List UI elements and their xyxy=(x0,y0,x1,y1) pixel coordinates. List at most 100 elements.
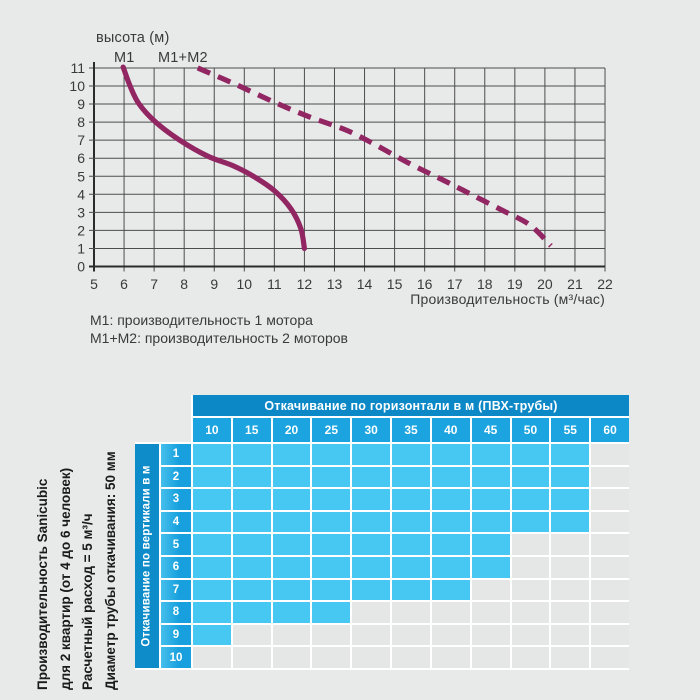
table-cell xyxy=(272,602,311,623)
table-cell xyxy=(312,444,351,465)
table-cell xyxy=(312,489,351,510)
table-row-headers: 1 2 3 4 5 6 7 8 9 10 xyxy=(161,444,191,668)
row-header: 5 xyxy=(161,534,191,555)
table-cell xyxy=(232,624,271,646)
y-tick-label: 9 xyxy=(77,96,85,112)
table-cell xyxy=(511,511,550,533)
y-tick-label: 8 xyxy=(77,114,85,130)
table-cell xyxy=(193,466,231,488)
table-cell xyxy=(193,602,231,623)
annotation-line: Диаметр трубы откачивания: 50 мм xyxy=(102,451,118,690)
table-cell xyxy=(193,557,231,578)
annotation-line: Расчетный расход = 5 м³/ч xyxy=(80,513,95,690)
table-cell xyxy=(352,557,391,578)
table-cell xyxy=(511,489,550,510)
table-cell xyxy=(312,579,351,601)
column-header: 45 xyxy=(471,418,510,442)
row-header: 8 xyxy=(161,602,191,623)
table-cell xyxy=(312,466,351,488)
x-tick-label: 18 xyxy=(477,276,493,292)
table-cell xyxy=(392,624,430,646)
table-header-title: Откачивание по горизонтали в м (ПВХ-труб… xyxy=(193,395,629,416)
table-cell xyxy=(511,602,550,623)
x-tick-label: 13 xyxy=(327,276,343,292)
table-cell xyxy=(352,624,391,646)
table-cell xyxy=(392,579,430,601)
x-tick-label: 21 xyxy=(567,276,583,292)
table-cell xyxy=(272,444,311,465)
table-cell xyxy=(352,489,391,510)
x-tick-label: 5 xyxy=(90,276,98,292)
y-tick-label: 6 xyxy=(77,150,85,166)
table-cell xyxy=(471,647,510,668)
column-header: 10 xyxy=(193,418,231,442)
table-cell xyxy=(193,444,231,465)
table-cell xyxy=(471,466,510,488)
x-tick-label: 16 xyxy=(417,276,433,292)
pump-curve-chart: 5 6 7 8 9 10 11 12 13 14 15 16 17 18 19 20 21 22012345678… xyxy=(69,60,613,292)
table-cell xyxy=(471,602,510,623)
table-cell xyxy=(431,444,470,465)
x-tick-label: 14 xyxy=(357,276,373,292)
table-cell xyxy=(551,489,590,510)
curve-m1m2 xyxy=(196,65,553,248)
row-header: 7 xyxy=(161,579,191,601)
table-cell xyxy=(232,444,271,465)
table-cell xyxy=(511,579,550,601)
table-cell xyxy=(471,557,510,578)
x-tick-label: 8 xyxy=(180,276,188,292)
table-cell xyxy=(232,602,271,623)
table-cell xyxy=(232,647,271,668)
y-tick-label: 0 xyxy=(77,259,85,275)
table-cell xyxy=(193,489,231,510)
table-cell xyxy=(551,534,590,555)
annotation-line: для 2 квартир (от 4 до 6 человек) xyxy=(57,467,73,690)
table-cell xyxy=(471,624,510,646)
table-cell xyxy=(591,624,629,646)
table-cell xyxy=(352,511,391,533)
table-cell xyxy=(551,624,590,646)
y-tick-label: 5 xyxy=(77,168,85,184)
row-header: 9 xyxy=(161,624,191,646)
x-tick-label: 11 xyxy=(267,276,282,292)
table-cell xyxy=(232,534,271,555)
x-tick-label: 17 xyxy=(447,276,463,292)
table-cell xyxy=(511,557,550,578)
table-cell xyxy=(232,557,271,578)
table-cell xyxy=(511,647,550,668)
table-cell xyxy=(312,602,351,623)
column-header: 30 xyxy=(352,418,391,442)
table-cell xyxy=(471,444,510,465)
table-cell xyxy=(232,466,271,488)
x-axis-title: Производительность (м³/час) xyxy=(410,291,605,307)
table-corner-spacer xyxy=(135,395,191,442)
table-cell xyxy=(591,511,629,533)
table-cell xyxy=(591,466,629,488)
row-axis-title: Откачивание по вертикали в м xyxy=(141,465,154,647)
table-cell xyxy=(392,534,430,555)
table-cell xyxy=(193,579,231,601)
table-cell xyxy=(392,557,430,578)
table-cell xyxy=(591,647,629,668)
table-cell xyxy=(352,466,391,488)
row-header: 10 xyxy=(161,647,191,668)
table-cell xyxy=(591,557,629,578)
table-cell xyxy=(352,579,391,601)
y-tick-label: 1 xyxy=(77,240,85,256)
curve-label-m1: M1 xyxy=(114,50,135,66)
table-cell xyxy=(312,534,351,555)
column-header: 15 xyxy=(232,418,271,442)
table-cell xyxy=(591,602,629,623)
table-cell xyxy=(193,511,231,533)
column-header: 20 xyxy=(272,418,311,442)
column-header: 40 xyxy=(431,418,470,442)
table-cell xyxy=(193,624,231,646)
table-cell xyxy=(591,534,629,555)
table-annotation: Производительность Sanicubic для 2 кварти… xyxy=(32,380,128,690)
x-tick-label: 20 xyxy=(537,276,553,292)
table-cell xyxy=(551,647,590,668)
column-header: 55 xyxy=(551,418,590,442)
table-cell xyxy=(591,489,629,510)
table-cell xyxy=(352,602,391,623)
